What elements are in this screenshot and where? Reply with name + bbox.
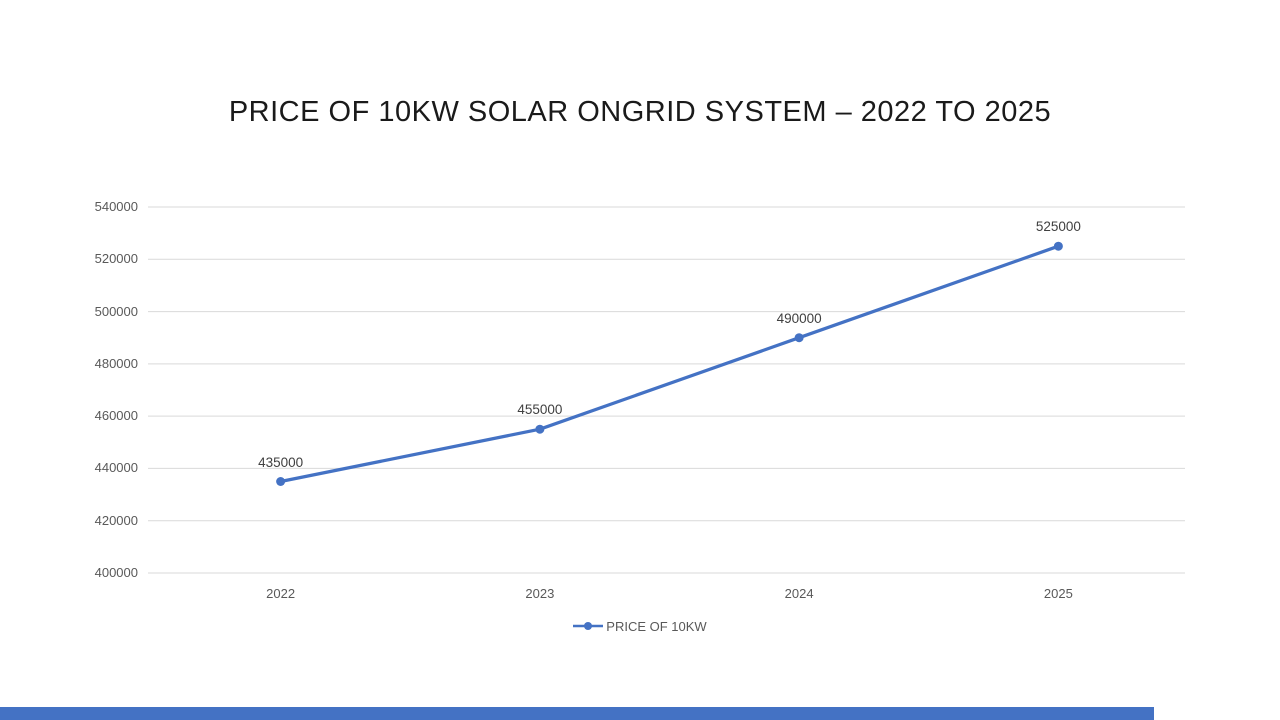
x-tick-label: 2025 [1043, 586, 1073, 601]
chart-title: PRICE OF 10KW SOLAR ONGRID SYSTEM – 2022… [228, 96, 1052, 128]
data-label: 525000 [1035, 219, 1081, 235]
y-tick-label: 500000 [94, 303, 138, 319]
data-point-marker [535, 424, 545, 434]
data-point-marker [276, 477, 286, 486]
y-tick-label: 520000 [94, 251, 138, 267]
y-tick-label: 420000 [94, 512, 138, 528]
legend-line-marker-icon [573, 621, 604, 631]
y-tick-label: 460000 [94, 408, 138, 424]
data-label: 455000 [517, 402, 563, 418]
y-tick-label: 540000 [94, 199, 138, 214]
series-line [279, 244, 1060, 484]
data-point-marker [1053, 241, 1063, 251]
y-tick-label: 480000 [94, 355, 138, 371]
y-tick-label: 400000 [94, 565, 138, 580]
data-point-marker [794, 333, 804, 343]
x-tick-label: 2022 [266, 586, 296, 601]
data-label: 435000 [258, 454, 304, 470]
x-tick-label: 2023 [525, 586, 555, 601]
y-tick-label: 440000 [94, 460, 138, 476]
slide-accent-bar [0, 707, 1154, 720]
x-tick-label: 2024 [784, 586, 814, 601]
legend: PRICE OF 10KW [0, 617, 1280, 635]
data-label: 490000 [776, 310, 822, 326]
legend-series-label: PRICE OF 10KW [606, 618, 707, 634]
